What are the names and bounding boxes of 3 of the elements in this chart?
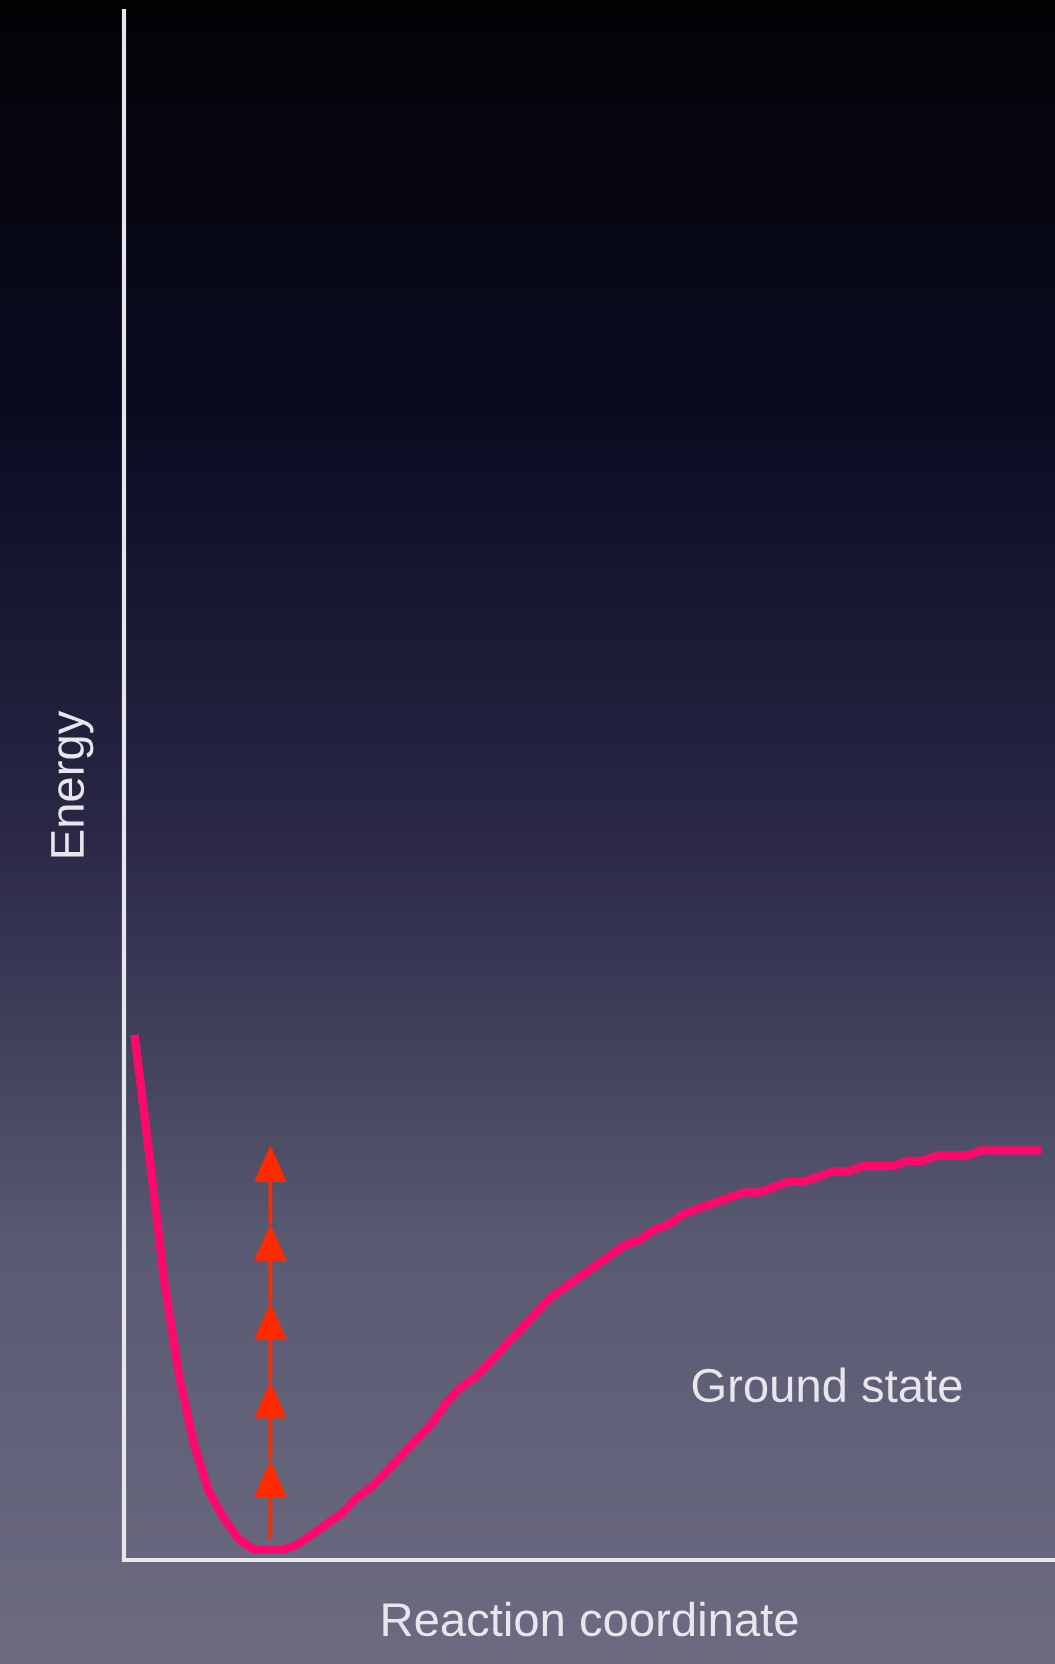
x-axis-title: Reaction coordinate	[383, 1601, 798, 1637]
y-axis-title: Energy	[51, 710, 94, 857]
annotation: Ground state	[692, 1367, 962, 1403]
